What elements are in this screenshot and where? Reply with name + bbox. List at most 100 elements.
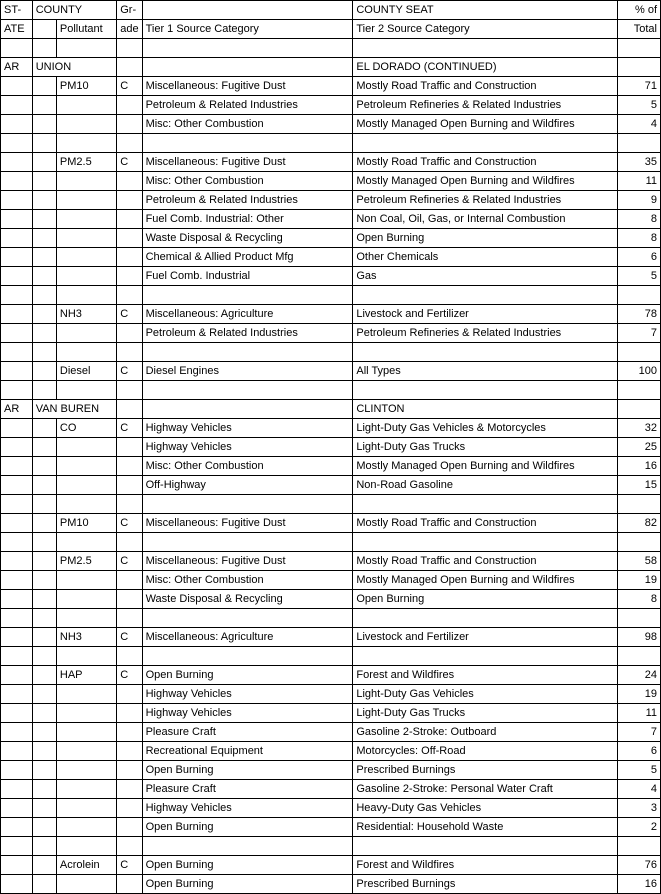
cell-tier1: Diesel Engines <box>142 362 353 381</box>
cell-tier1 <box>142 286 353 305</box>
cell-tier1: Waste Disposal & Recycling <box>142 590 353 609</box>
cell-tier1: Miscellaneous: Fugitive Dust <box>142 153 353 172</box>
cell-pollutant <box>56 476 116 495</box>
table-row: Highway VehiclesLight-Duty Gas Trucks25 <box>1 438 661 457</box>
cell-grade: C <box>117 362 142 381</box>
cell-tier1 <box>142 647 353 666</box>
cell-state: AR <box>1 400 33 419</box>
cell-tier2: Mostly Road Traffic and Construction <box>353 153 618 172</box>
cell-pollutant <box>56 172 116 191</box>
table-row: NH3CMiscellaneous: AgricultureLivestock … <box>1 628 661 647</box>
cell-tier2: Gas <box>353 267 618 286</box>
cell-county-blank <box>32 514 56 533</box>
cell-tier2: Prescribed Burnings <box>353 761 618 780</box>
cell-tier1: Petroleum & Related Industries <box>142 191 353 210</box>
cell-tier1: Open Burning <box>142 875 353 894</box>
cell-pct <box>617 837 660 856</box>
cell-pct <box>617 343 660 362</box>
cell-county-blank <box>32 77 56 96</box>
cell-tier2 <box>353 134 618 153</box>
cell-pct: 76 <box>617 856 660 875</box>
table-row: COCHighway VehiclesLight-Duty Gas Vehicl… <box>1 419 661 438</box>
cell-pollutant <box>56 875 116 894</box>
cell-pollutant: HAP <box>56 666 116 685</box>
cell-pollutant <box>56 647 116 666</box>
cell-grade <box>117 533 142 552</box>
cell-tier2: Non-Road Gasoline <box>353 476 618 495</box>
cell-pollutant: CO <box>56 419 116 438</box>
cell-pct: 32 <box>617 419 660 438</box>
cell-tier1: Highway Vehicles <box>142 685 353 704</box>
cell-tier1: Miscellaneous: Agriculture <box>142 628 353 647</box>
cell-county-blank <box>32 153 56 172</box>
cell-state <box>1 248 33 267</box>
cell-state <box>1 362 33 381</box>
cell-grade <box>117 799 142 818</box>
cell-tier1: Miscellaneous: Fugitive Dust <box>142 514 353 533</box>
header-county: COUNTY <box>32 1 117 20</box>
cell-county-blank <box>32 96 56 115</box>
cell-tier2: Residential: Household Waste <box>353 818 618 837</box>
cell-tier2: Mostly Road Traffic and Construction <box>353 552 618 571</box>
cell-pollutant <box>56 324 116 343</box>
cell-state <box>1 704 33 723</box>
cell-tier1 <box>142 495 353 514</box>
cell-pollutant: NH3 <box>56 628 116 647</box>
cell-tier2 <box>353 609 618 628</box>
cell-pct: 7 <box>617 324 660 343</box>
cell-grade: C <box>117 77 142 96</box>
cell-tier1: Pleasure Craft <box>142 723 353 742</box>
cell-state <box>1 115 33 134</box>
cell-county-blank <box>32 324 56 343</box>
table-row: Waste Disposal & RecyclingOpen Burning8 <box>1 229 661 248</box>
cell-tier2: Mostly Managed Open Burning and Wildfire… <box>353 571 618 590</box>
cell-state <box>1 837 33 856</box>
cell-grade <box>117 343 142 362</box>
cell-pct: 82 <box>617 514 660 533</box>
cell-pct: 8 <box>617 590 660 609</box>
cell-state <box>1 552 33 571</box>
cell-grade <box>117 210 142 229</box>
cell-county-blank <box>32 191 56 210</box>
cell-grade <box>117 286 142 305</box>
cell-pollutant <box>56 134 116 153</box>
table-row: Waste Disposal & RecyclingOpen Burning8 <box>1 590 661 609</box>
cell-state <box>1 875 33 894</box>
table-row: PM10CMiscellaneous: Fugitive DustMostly … <box>1 77 661 96</box>
cell-pollutant <box>56 438 116 457</box>
cell-grade <box>117 457 142 476</box>
cell-pct: 9 <box>617 191 660 210</box>
cell-pct: 4 <box>617 780 660 799</box>
table-row <box>1 286 661 305</box>
cell-tier2: Forest and Wildfires <box>353 666 618 685</box>
cell-grade <box>117 115 142 134</box>
cell-tier2: Non Coal, Oil, Gas, or Internal Combusti… <box>353 210 618 229</box>
cell-grade <box>117 742 142 761</box>
cell-pollutant <box>56 286 116 305</box>
cell-county-blank <box>32 704 56 723</box>
cell-county-blank <box>32 248 56 267</box>
table-row: Off-HighwayNon-Road Gasoline15 <box>1 476 661 495</box>
cell-state <box>1 229 33 248</box>
cell-state: AR <box>1 58 33 77</box>
header-county-seat: COUNTY SEAT <box>353 1 618 20</box>
cell-grade <box>117 134 142 153</box>
cell-county-blank <box>32 609 56 628</box>
cell-grade: C <box>117 552 142 571</box>
cell-pollutant <box>56 495 116 514</box>
table-row <box>1 647 661 666</box>
cell-tier1: Open Burning <box>142 666 353 685</box>
cell-pct: 19 <box>617 571 660 590</box>
cell-tier1 <box>142 343 353 362</box>
cell-pct: 11 <box>617 704 660 723</box>
cell-grade: C <box>117 514 142 533</box>
cell-pollutant: PM2.5 <box>56 153 116 172</box>
cell-state <box>1 628 33 647</box>
cell-county: VAN BUREN <box>32 400 117 419</box>
cell-pct: 35 <box>617 153 660 172</box>
cell-county-blank <box>32 571 56 590</box>
cell-pct: 5 <box>617 267 660 286</box>
cell-tier1: Highway Vehicles <box>142 438 353 457</box>
table-row: ARUNIONEL DORADO (CONTINUED) <box>1 58 661 77</box>
cell-county-blank <box>32 590 56 609</box>
